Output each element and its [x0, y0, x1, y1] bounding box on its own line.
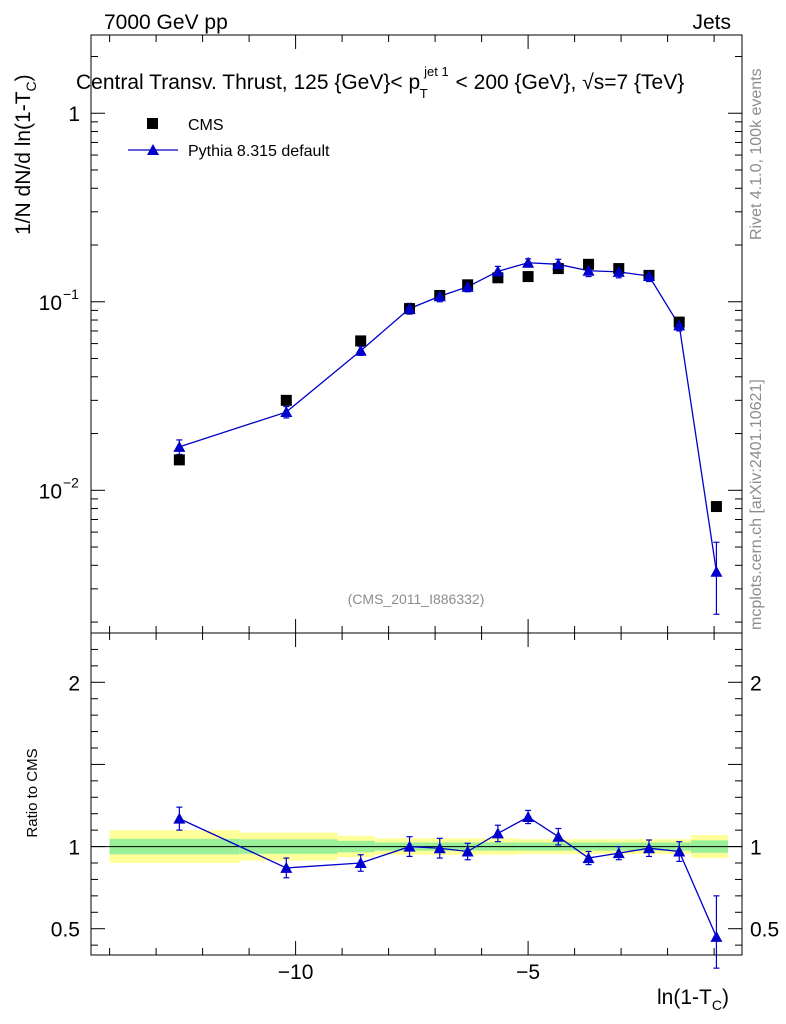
ratio-y-tick-label-right: 2 — [750, 672, 762, 695]
legend: CMS Pythia 8.315 default — [128, 117, 330, 160]
legend-label-pythia: Pythia 8.315 default — [188, 143, 330, 160]
y-tick-label-exponent: −1 — [63, 286, 79, 302]
ratio-y-tick-label: 1 — [68, 837, 80, 860]
cms-data-point — [522, 271, 534, 283]
ratio-data-point — [280, 861, 293, 873]
cms-data-point — [173, 454, 185, 466]
x-axis-label-sub: C — [712, 997, 722, 1013]
cms-data-point — [280, 394, 292, 406]
x-tick-label: −10 — [278, 961, 314, 984]
ratio-data-point — [173, 812, 186, 824]
title-part-rest: < 200 {GeV}, √s=7 {TeV} — [450, 71, 685, 94]
pythia-data-point — [433, 290, 446, 302]
ratio-data-point — [582, 852, 595, 864]
pythia-data-point — [522, 256, 535, 268]
pythia-data-point — [491, 265, 504, 277]
ratio-data-point — [522, 811, 535, 822]
pythia-data-point — [461, 280, 474, 292]
mcplots-label: mcplots.cern.ch [arXiv:2401.10621] — [748, 379, 765, 630]
pythia-data-point — [552, 258, 565, 270]
y-axis-label-sub: C — [23, 81, 39, 91]
title-part-main: Central Transv. Thrust, 125 {GeV}< p — [76, 71, 420, 94]
pythia-data-point — [673, 319, 686, 331]
ratio-y-tick-label: 0.5 — [51, 919, 80, 942]
ratio-data-point — [461, 845, 474, 857]
ratio-data-point — [354, 857, 367, 868]
y-tick-label: 10 — [39, 480, 62, 503]
header-right: Jets — [692, 11, 731, 34]
x-axis-label: ln(1-TC) — [657, 986, 729, 1013]
legend-marker-cms — [147, 118, 158, 129]
y-tick-label: 1 — [68, 103, 80, 126]
pythia-data-point — [643, 269, 655, 281]
pythia-data-point — [403, 302, 416, 314]
ratio-y-tick-label-right: 1 — [750, 837, 762, 860]
ratio-data-point — [673, 845, 686, 857]
ratio-data-point — [643, 842, 655, 854]
x-axis-label-main: ln(1-T — [657, 986, 712, 1009]
pythia-data-point — [612, 265, 625, 277]
cms-data-point — [583, 258, 595, 270]
rivet-label: Rivet 4.1.0, 100k events — [748, 68, 765, 240]
ratio-y-tick-label-right: 0.5 — [750, 919, 779, 942]
title-part-sub: T — [420, 86, 428, 101]
cms-data-point — [710, 501, 722, 513]
ratio-data-point — [491, 827, 504, 839]
cms-data-point — [355, 335, 367, 347]
pythia-data-point — [354, 344, 367, 356]
x-tick-label: −5 — [516, 961, 540, 984]
title-part-sup: jet 1 — [423, 64, 449, 79]
y-tick-label: 10 — [39, 292, 62, 315]
ratio-y-axis-label: Ratio to CMS — [24, 748, 41, 837]
y-axis-label-main: 1/N dN/d ln(1-T — [12, 91, 35, 235]
pythia-data-point — [710, 565, 723, 577]
legend-marker-pythia — [147, 144, 159, 155]
pythia-data-point — [173, 440, 186, 452]
ratio-data-point — [552, 830, 565, 842]
ratio-data-point — [403, 840, 416, 852]
pythia-data-point — [582, 264, 595, 276]
ratio-plot-frame — [90, 632, 743, 956]
analysis-watermark: (CMS_2011_I886332) — [348, 591, 485, 607]
chart-title: Central Transv. Thrust, 125 {GeV}< p jet … — [76, 64, 684, 101]
pythia-data-point — [280, 406, 293, 418]
ratio-data-point — [612, 847, 625, 859]
y-tick-label-exponent: −2 — [63, 474, 79, 490]
ratio-data-point — [433, 842, 446, 854]
legend-label-cms: CMS — [188, 117, 224, 134]
cms-data-point — [492, 272, 504, 284]
y-axis-label: 1/N dN/d ln(1-TC) — [12, 74, 39, 235]
header-left: 7000 GeV pp — [104, 11, 228, 34]
ratio-data-point — [710, 930, 723, 942]
y-axis-label-close: ) — [12, 74, 35, 81]
x-axis-label-close: ) — [722, 986, 729, 1009]
ratio-y-tick-label: 2 — [68, 672, 80, 695]
ratio-line — [179, 816, 718, 938]
